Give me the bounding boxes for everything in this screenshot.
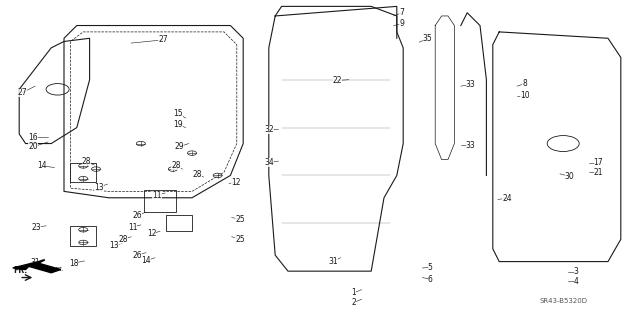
Text: 30: 30: [564, 172, 575, 181]
Text: 10: 10: [520, 91, 530, 100]
Text: 31: 31: [328, 257, 338, 266]
Text: 8: 8: [522, 79, 527, 88]
Polygon shape: [13, 260, 61, 273]
Text: 3: 3: [573, 267, 579, 276]
Text: 18: 18: [69, 259, 78, 268]
Text: 26: 26: [132, 251, 143, 260]
Text: 19: 19: [173, 120, 183, 129]
Text: 12: 12: [231, 178, 240, 187]
Text: 35: 35: [422, 34, 433, 43]
Text: 33: 33: [465, 80, 476, 89]
Text: 21: 21: [594, 168, 603, 177]
Text: 15: 15: [173, 109, 183, 118]
Text: 31: 31: [30, 258, 40, 267]
Text: 7: 7: [399, 8, 404, 17]
Text: 27: 27: [158, 35, 168, 44]
Text: 6: 6: [428, 275, 433, 284]
Text: 12: 12: [147, 229, 156, 238]
Text: 11: 11: [128, 223, 137, 232]
Text: 26: 26: [132, 211, 143, 220]
Text: 22: 22: [333, 76, 342, 85]
Text: 13: 13: [94, 183, 104, 192]
Text: 25: 25: [235, 235, 245, 244]
Text: 17: 17: [593, 158, 604, 167]
Text: 28: 28: [193, 170, 202, 179]
Text: FR.: FR.: [54, 267, 65, 272]
Text: 14: 14: [141, 256, 151, 265]
Text: 9: 9: [399, 19, 404, 28]
Text: 25: 25: [235, 215, 245, 224]
Text: 16: 16: [28, 133, 38, 142]
Text: 5: 5: [428, 263, 433, 272]
Text: 11: 11: [152, 191, 161, 200]
Text: 29: 29: [174, 142, 184, 151]
Text: 13: 13: [109, 241, 119, 250]
Text: 32: 32: [264, 125, 274, 134]
Text: 24: 24: [502, 194, 512, 203]
Text: 20: 20: [28, 142, 38, 151]
Text: FR.: FR.: [13, 266, 27, 275]
Text: 23: 23: [31, 223, 41, 232]
Text: SR43-B5320D: SR43-B5320D: [540, 299, 588, 304]
Text: 27: 27: [17, 88, 28, 97]
Text: 4: 4: [573, 277, 579, 286]
Text: 2: 2: [351, 298, 356, 307]
Text: 34: 34: [264, 158, 274, 167]
Text: 14: 14: [36, 161, 47, 170]
Text: 28: 28: [118, 235, 127, 244]
Text: 28: 28: [82, 157, 91, 166]
Text: 33: 33: [465, 141, 476, 150]
Text: 1: 1: [351, 288, 356, 297]
Text: 28: 28: [172, 161, 180, 170]
